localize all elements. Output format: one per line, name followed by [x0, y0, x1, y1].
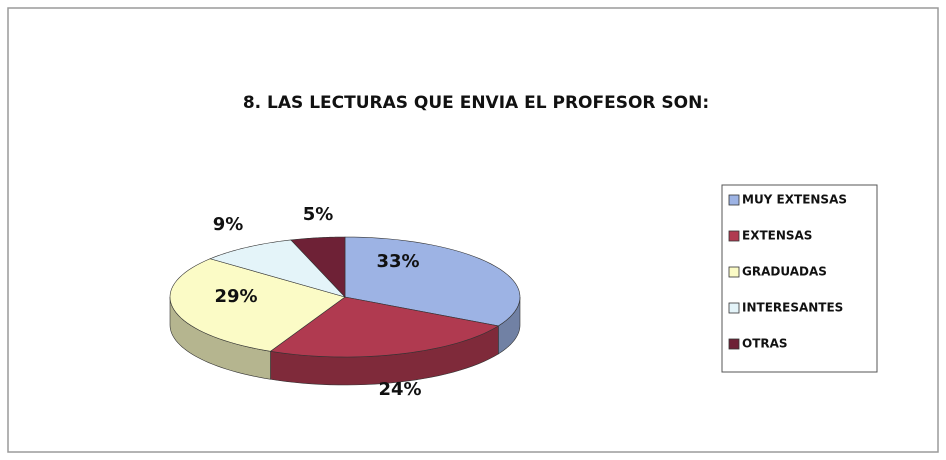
pie-slice	[169, 258, 346, 352]
legend-swatch	[728, 302, 740, 314]
pie-slice	[269, 296, 500, 358]
legend-swatch	[728, 338, 740, 350]
pie-slice	[209, 239, 346, 298]
legend-swatch	[728, 194, 740, 206]
legend-label: GRADUADAS	[742, 265, 827, 279]
data-label: 24%	[378, 379, 421, 400]
legend-label: OTRAS	[742, 337, 788, 351]
legend-label: INTERESANTES	[742, 301, 843, 315]
chart-title: 8. LAS LECTURAS QUE ENVIA EL PROFESOR SO…	[243, 93, 709, 113]
legend-label: EXTENSAS	[742, 229, 812, 243]
data-label: 9%	[213, 214, 244, 235]
pie-slice	[290, 236, 346, 298]
legend-swatch	[728, 266, 740, 278]
legend-swatch	[728, 230, 740, 242]
pie-slice	[344, 236, 521, 327]
data-label: 5%	[303, 204, 334, 225]
data-label: 33%	[376, 251, 419, 272]
legend-box	[721, 184, 878, 373]
data-label: 29%	[214, 286, 257, 307]
legend-label: MUY EXTENSAS	[742, 193, 847, 207]
